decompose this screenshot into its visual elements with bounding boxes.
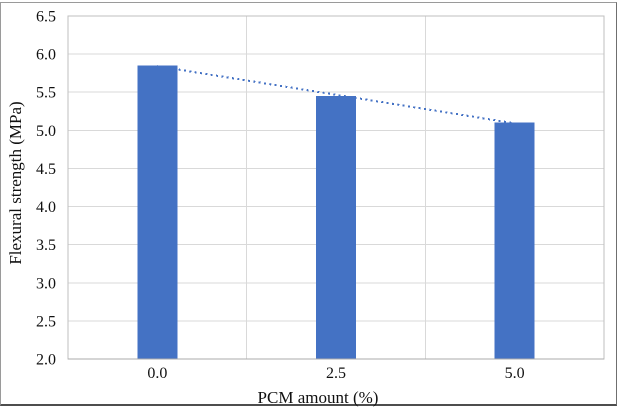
bar-pcm-2.5 <box>316 96 356 360</box>
y-tick-label: 2.0 <box>36 352 56 369</box>
plot-border-layer <box>67 15 605 360</box>
y-tick-label: 3.5 <box>36 237 56 254</box>
x-tick-label: 2.5 <box>326 365 346 382</box>
y-tick-label: 6.5 <box>36 9 56 26</box>
x-axis-tick-labels: 0.0 2.5 5.0 <box>147 365 524 382</box>
bar-pcm-0.0 <box>137 65 178 360</box>
bars-layer <box>137 65 535 360</box>
x-tick-label: 0.0 <box>147 365 167 382</box>
y-tick-label: 5.0 <box>36 123 56 140</box>
y-axis-tick-labels: 2.0 2.5 3.0 3.5 4.0 4.5 5.0 5.5 6.0 6.5 <box>36 9 56 369</box>
x-axis-title: PCM amount (%) <box>258 388 379 407</box>
y-tick-label: 5.5 <box>36 85 56 102</box>
y-tick-label: 4.0 <box>36 199 56 216</box>
x-tick-label: 5.0 <box>505 365 525 382</box>
bar-pcm-5.0 <box>494 122 535 359</box>
y-axis-title: Flexural strength (MPa) <box>6 101 25 264</box>
y-tick-label: 3.0 <box>36 275 56 292</box>
y-tick-label: 2.5 <box>36 313 56 330</box>
y-tick-label: 6.0 <box>36 47 56 64</box>
trendline-layer <box>157 65 515 125</box>
linear-trendline <box>157 65 515 125</box>
y-tick-label: 4.5 <box>36 161 56 178</box>
